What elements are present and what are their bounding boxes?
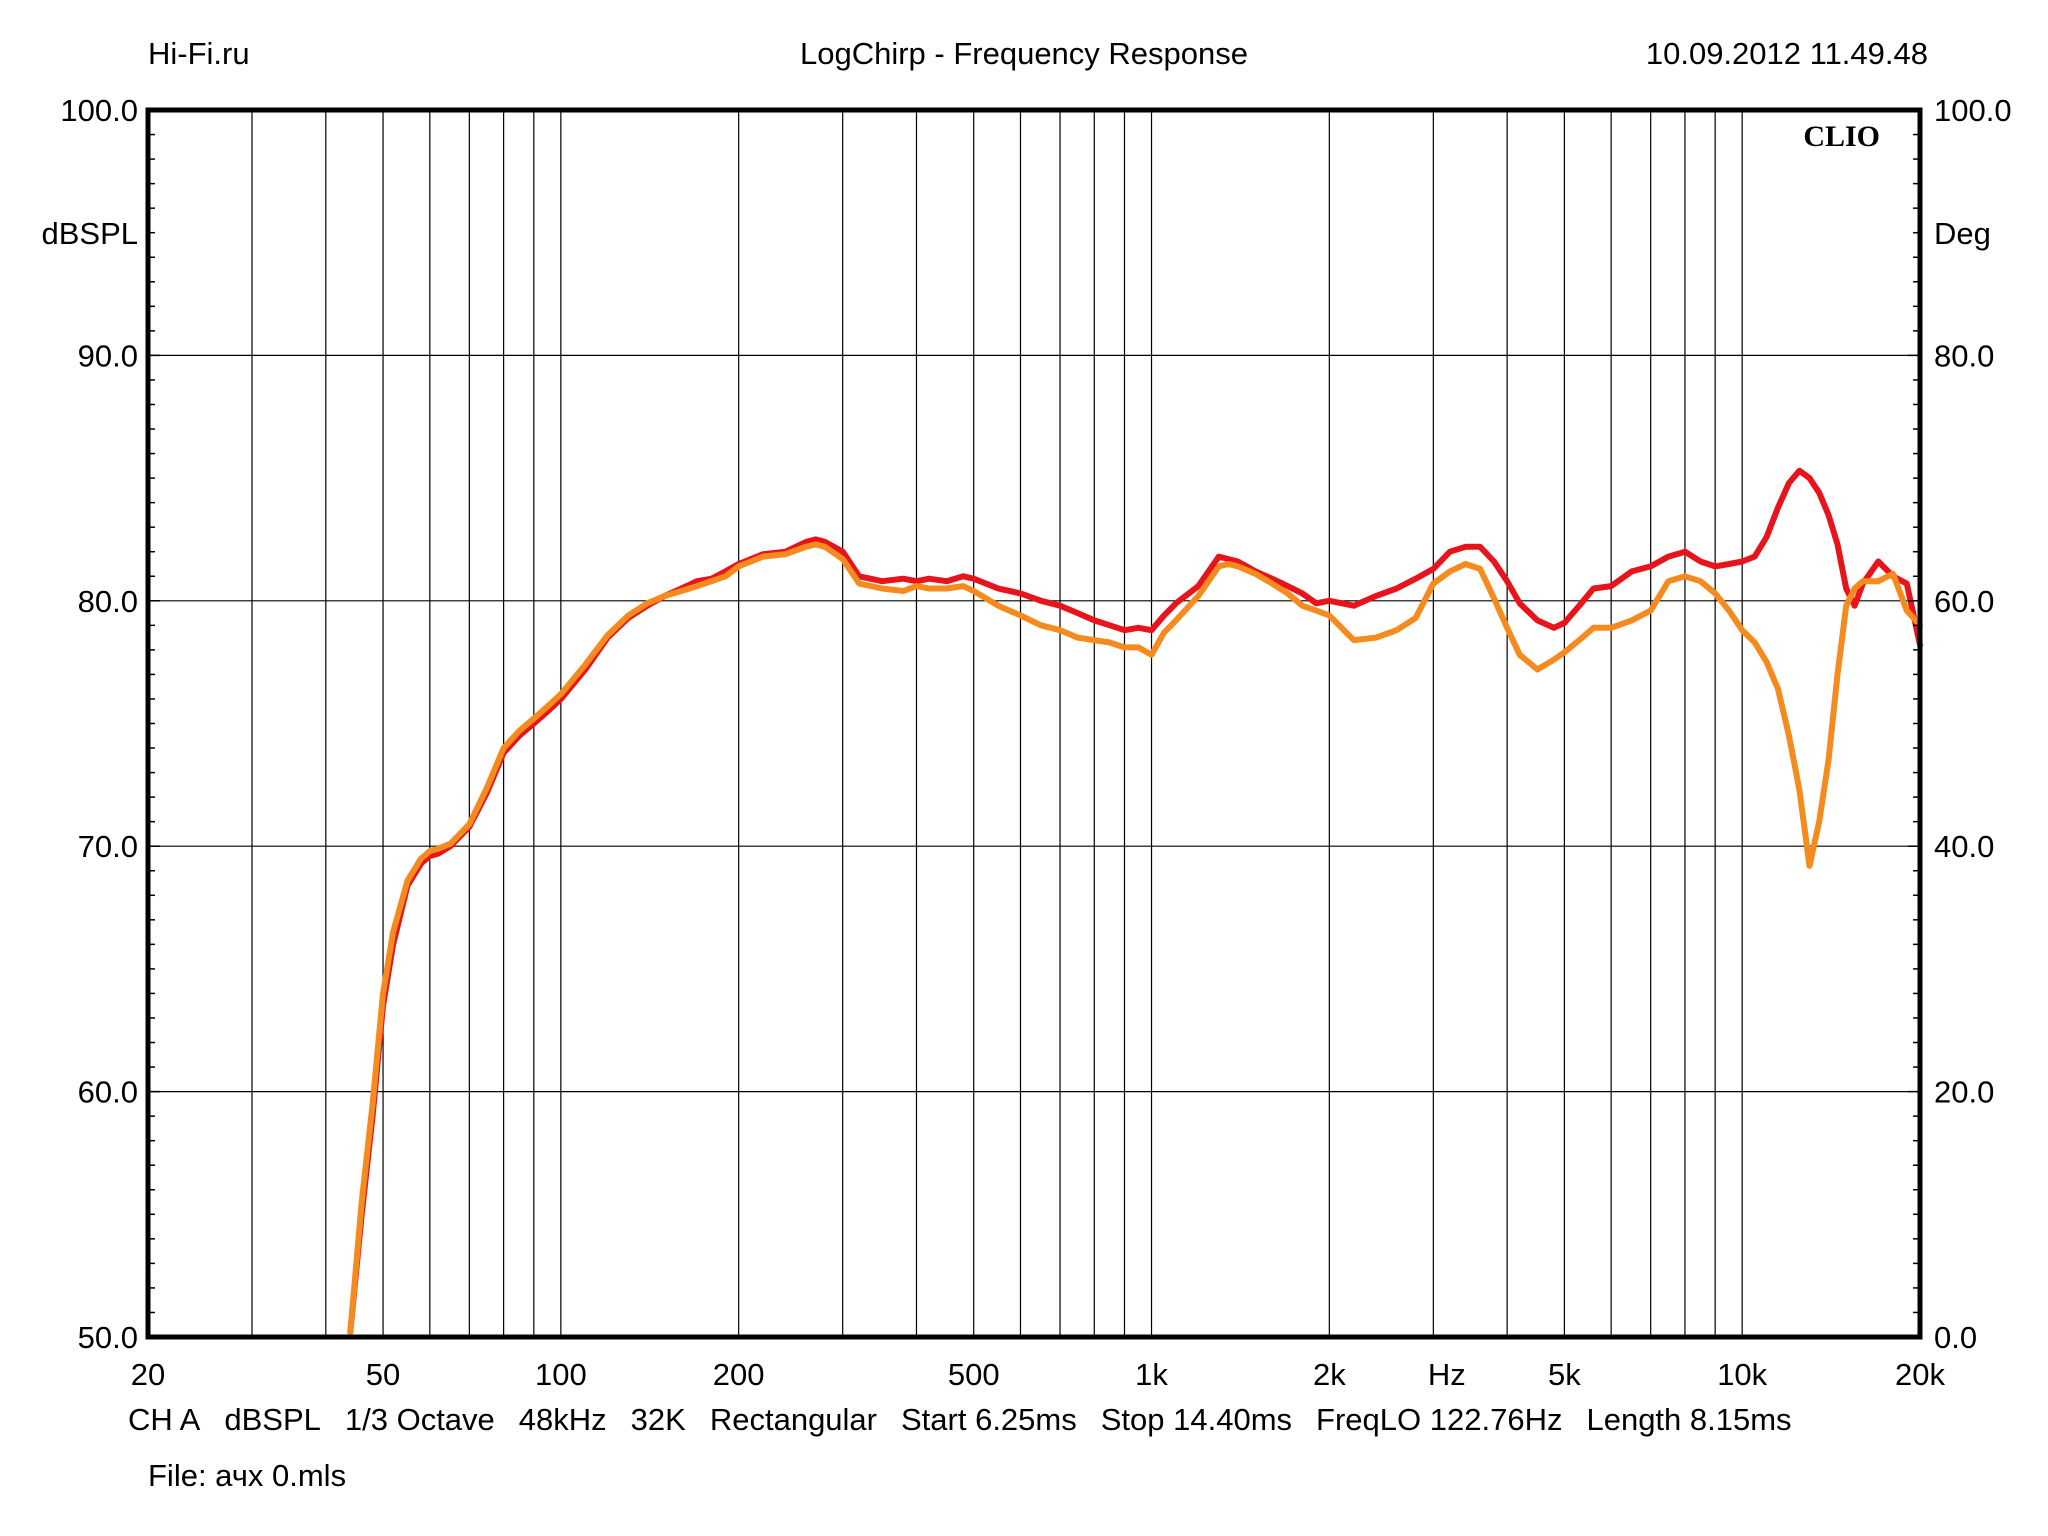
plot-frame <box>145 107 1923 1340</box>
setting-item: Length 8.15ms <box>1586 1402 1792 1437</box>
left-y-tick-label: 80.0 <box>78 584 138 619</box>
series-line-2 <box>347 541 1923 1336</box>
x-tick-label: 20 <box>131 1357 165 1392</box>
right-y-tick-label: 20.0 <box>1934 1075 1994 1110</box>
x-tick-label: 2k <box>1313 1357 1346 1392</box>
header-timestamp: 10.09.2012 11.49.48 <box>1645 36 1928 71</box>
header-site-name: Hi-Fi.ru <box>148 36 250 71</box>
axis-labels: 20 50 100 200 500 1k 2k 5k 10k 20k Hz 50.0 60.0 70.0 8… <box>41 93 2011 1392</box>
x-tick-label: 5k <box>1548 1357 1581 1392</box>
x-tick-label: 50 <box>366 1357 400 1392</box>
x-tick-label: 20k <box>1895 1357 1945 1392</box>
x-tick-label: 10k <box>1717 1357 1767 1392</box>
file-name: File: ачх 0.mls <box>148 1458 347 1493</box>
x-tick-label: 500 <box>948 1357 1000 1392</box>
right-y-tick-label: 60.0 <box>1934 584 1994 619</box>
setting-item: 32K <box>630 1402 686 1437</box>
x-axis-label: Hz <box>1428 1357 1466 1392</box>
chart-series <box>347 467 1923 1336</box>
chart-grid <box>148 110 1920 1337</box>
right-y-tick-label: 0.0 <box>1934 1320 1977 1355</box>
left-y-tick-label: 60.0 <box>78 1075 138 1110</box>
x-tick-label: 1k <box>1135 1357 1168 1392</box>
setting-item: FreqLO 122.76Hz <box>1316 1402 1563 1437</box>
setting-item: CH A <box>128 1402 201 1437</box>
right-y-tick-label: 100.0 <box>1934 93 2012 128</box>
setting-item: Stop 14.40ms <box>1100 1402 1293 1437</box>
setting-item: 48kHz <box>518 1402 607 1437</box>
left-y-axis-label: dBSPL <box>41 216 138 251</box>
left-y-tick-label: 100.0 <box>60 93 138 128</box>
right-y-tick-label: 80.0 <box>1934 338 1994 373</box>
x-tick-label: 200 <box>713 1357 765 1392</box>
clio-watermark: CLIO <box>1803 120 1880 153</box>
left-y-tick-label: 50.0 <box>78 1320 138 1355</box>
setting-item: Start 6.25ms <box>901 1402 1077 1437</box>
setting-item: 1/3 Octave <box>344 1402 495 1437</box>
right-y-tick-label: 40.0 <box>1934 829 1994 864</box>
axis-ticks <box>148 109 1920 1338</box>
left-y-tick-label: 90.0 <box>78 338 138 373</box>
right-y-axis-label: Deg <box>1934 216 1991 251</box>
setting-item: Rectangular <box>709 1402 877 1437</box>
chart-title: LogChirp - Frequency Response <box>799 36 1249 71</box>
left-y-tick-label: 70.0 <box>78 829 138 864</box>
measurement-settings: CH A dBSPL 1/3 Octave 48kHz 32K Rectangular St… <box>128 1402 1816 1438</box>
setting-item: dBSPL <box>224 1402 321 1437</box>
x-tick-label: 100 <box>535 1357 587 1392</box>
